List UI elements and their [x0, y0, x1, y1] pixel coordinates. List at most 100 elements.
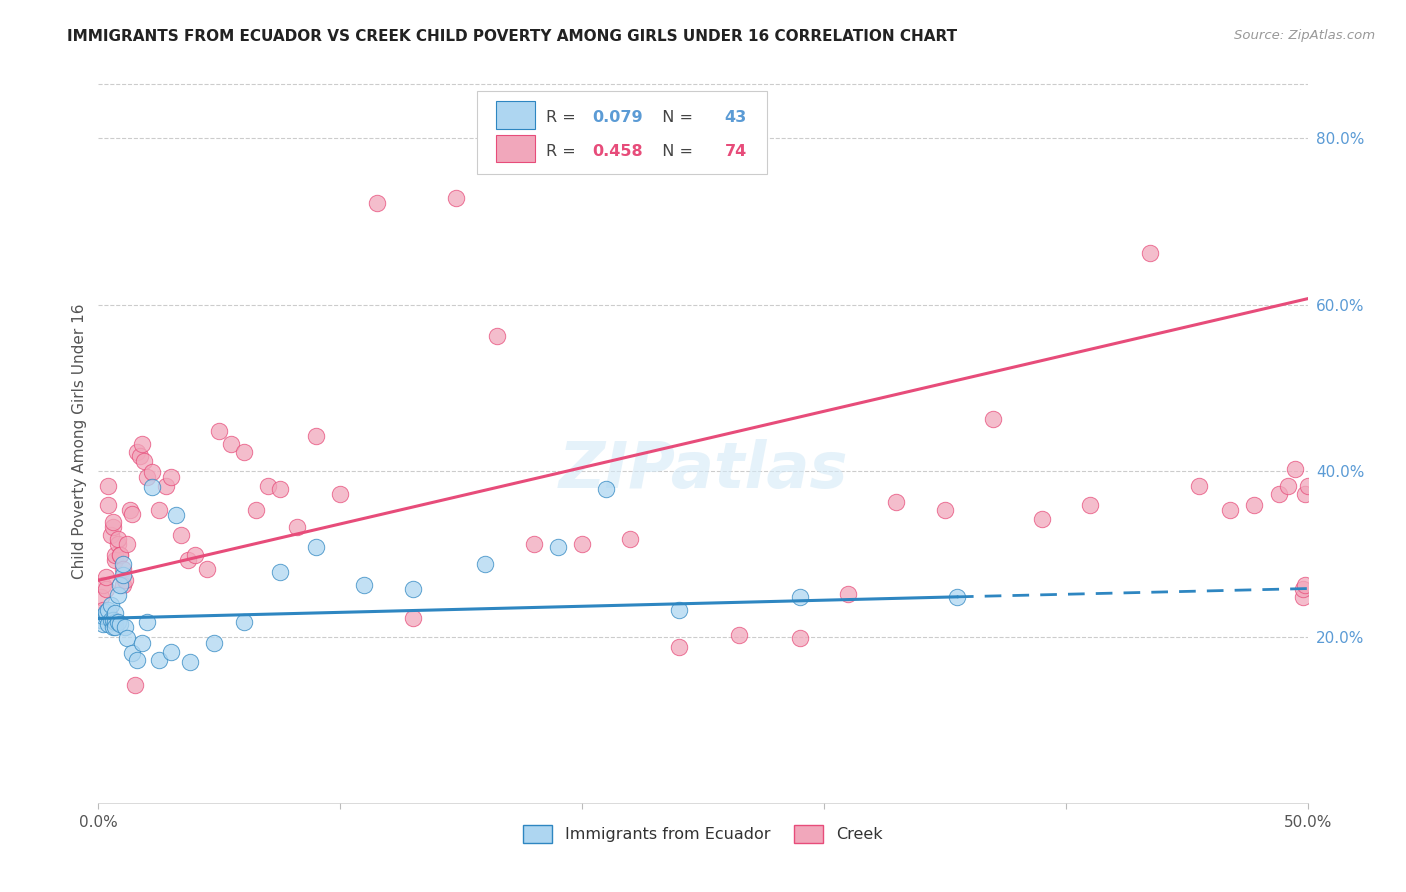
- Point: [91, 578, 114, 592]
- Point: [108, 549, 131, 563]
- Point: [232, 615, 254, 629]
- Point: [131, 636, 153, 650]
- Text: ZIPatlas: ZIPatlas: [558, 440, 848, 501]
- Point: [117, 632, 139, 646]
- Point: [1243, 499, 1265, 513]
- Point: [111, 568, 134, 582]
- Point: [128, 449, 150, 463]
- Point: [1292, 582, 1315, 596]
- FancyBboxPatch shape: [477, 91, 768, 174]
- Point: [148, 503, 170, 517]
- Point: [946, 590, 969, 604]
- Point: [221, 437, 243, 451]
- Point: [114, 573, 136, 587]
- Point: [155, 478, 177, 492]
- Point: [1296, 478, 1319, 492]
- Y-axis label: Child Poverty Among Girls Under 16: Child Poverty Among Girls Under 16: [72, 304, 87, 579]
- Text: N =: N =: [652, 144, 699, 159]
- Text: 43: 43: [724, 111, 747, 126]
- Point: [91, 603, 114, 617]
- Point: [148, 653, 170, 667]
- Point: [256, 478, 278, 492]
- Point: [245, 503, 267, 517]
- Point: [486, 329, 509, 343]
- Point: [104, 620, 127, 634]
- FancyBboxPatch shape: [496, 102, 534, 128]
- Point: [886, 495, 908, 509]
- Point: [111, 561, 134, 575]
- Point: [474, 557, 496, 571]
- Point: [934, 503, 956, 517]
- Point: [619, 532, 641, 546]
- Point: [1267, 487, 1289, 501]
- Point: [285, 520, 308, 534]
- Point: [127, 653, 149, 667]
- Point: [305, 428, 328, 442]
- Text: N =: N =: [652, 111, 699, 126]
- Point: [121, 646, 143, 660]
- Point: [547, 540, 569, 554]
- Point: [100, 613, 122, 627]
- Point: [1219, 503, 1241, 517]
- Point: [204, 636, 226, 650]
- Point: [1294, 487, 1316, 501]
- Point: [111, 557, 134, 571]
- Text: Source: ZipAtlas.com: Source: ZipAtlas.com: [1234, 29, 1375, 42]
- Point: [131, 437, 153, 451]
- Point: [1031, 512, 1053, 526]
- Point: [118, 503, 141, 517]
- Point: [114, 620, 136, 634]
- Point: [101, 520, 124, 534]
- Point: [366, 196, 388, 211]
- Point: [141, 480, 163, 494]
- Point: [232, 445, 254, 459]
- Point: [1284, 462, 1306, 476]
- Point: [269, 565, 291, 579]
- Point: [179, 655, 201, 669]
- Point: [446, 191, 468, 205]
- Point: [100, 611, 122, 625]
- Point: [160, 645, 183, 659]
- Point: [124, 678, 146, 692]
- Point: [107, 615, 129, 629]
- Point: [104, 549, 127, 563]
- Point: [353, 578, 375, 592]
- Point: [100, 528, 122, 542]
- Point: [402, 611, 425, 625]
- Point: [94, 570, 117, 584]
- Point: [107, 537, 129, 551]
- Point: [1294, 578, 1316, 592]
- Point: [1188, 478, 1211, 492]
- Point: [1292, 590, 1315, 604]
- Point: [97, 499, 120, 513]
- Point: [108, 617, 131, 632]
- Point: [160, 470, 183, 484]
- Point: [91, 617, 114, 632]
- Point: [107, 532, 129, 546]
- Point: [108, 549, 131, 563]
- Point: [100, 598, 122, 612]
- Point: [402, 582, 425, 596]
- Point: [184, 549, 207, 563]
- Point: [135, 470, 157, 484]
- Point: [94, 605, 117, 619]
- Point: [1277, 478, 1299, 492]
- Point: [101, 620, 124, 634]
- Point: [104, 553, 127, 567]
- Point: [177, 553, 200, 567]
- Point: [789, 632, 811, 646]
- Point: [97, 603, 120, 617]
- Point: [1139, 246, 1161, 260]
- Point: [91, 609, 114, 624]
- Point: [837, 586, 859, 600]
- Text: R =: R =: [546, 111, 581, 126]
- Point: [269, 482, 291, 496]
- Point: [107, 588, 129, 602]
- Point: [121, 507, 143, 521]
- Text: IMMIGRANTS FROM ECUADOR VS CREEK CHILD POVERTY AMONG GIRLS UNDER 16 CORRELATION : IMMIGRANTS FROM ECUADOR VS CREEK CHILD P…: [67, 29, 957, 44]
- Point: [117, 537, 139, 551]
- Point: [90, 590, 112, 604]
- Text: 74: 74: [724, 144, 747, 159]
- Point: [127, 445, 149, 459]
- Text: 0.458: 0.458: [592, 144, 643, 159]
